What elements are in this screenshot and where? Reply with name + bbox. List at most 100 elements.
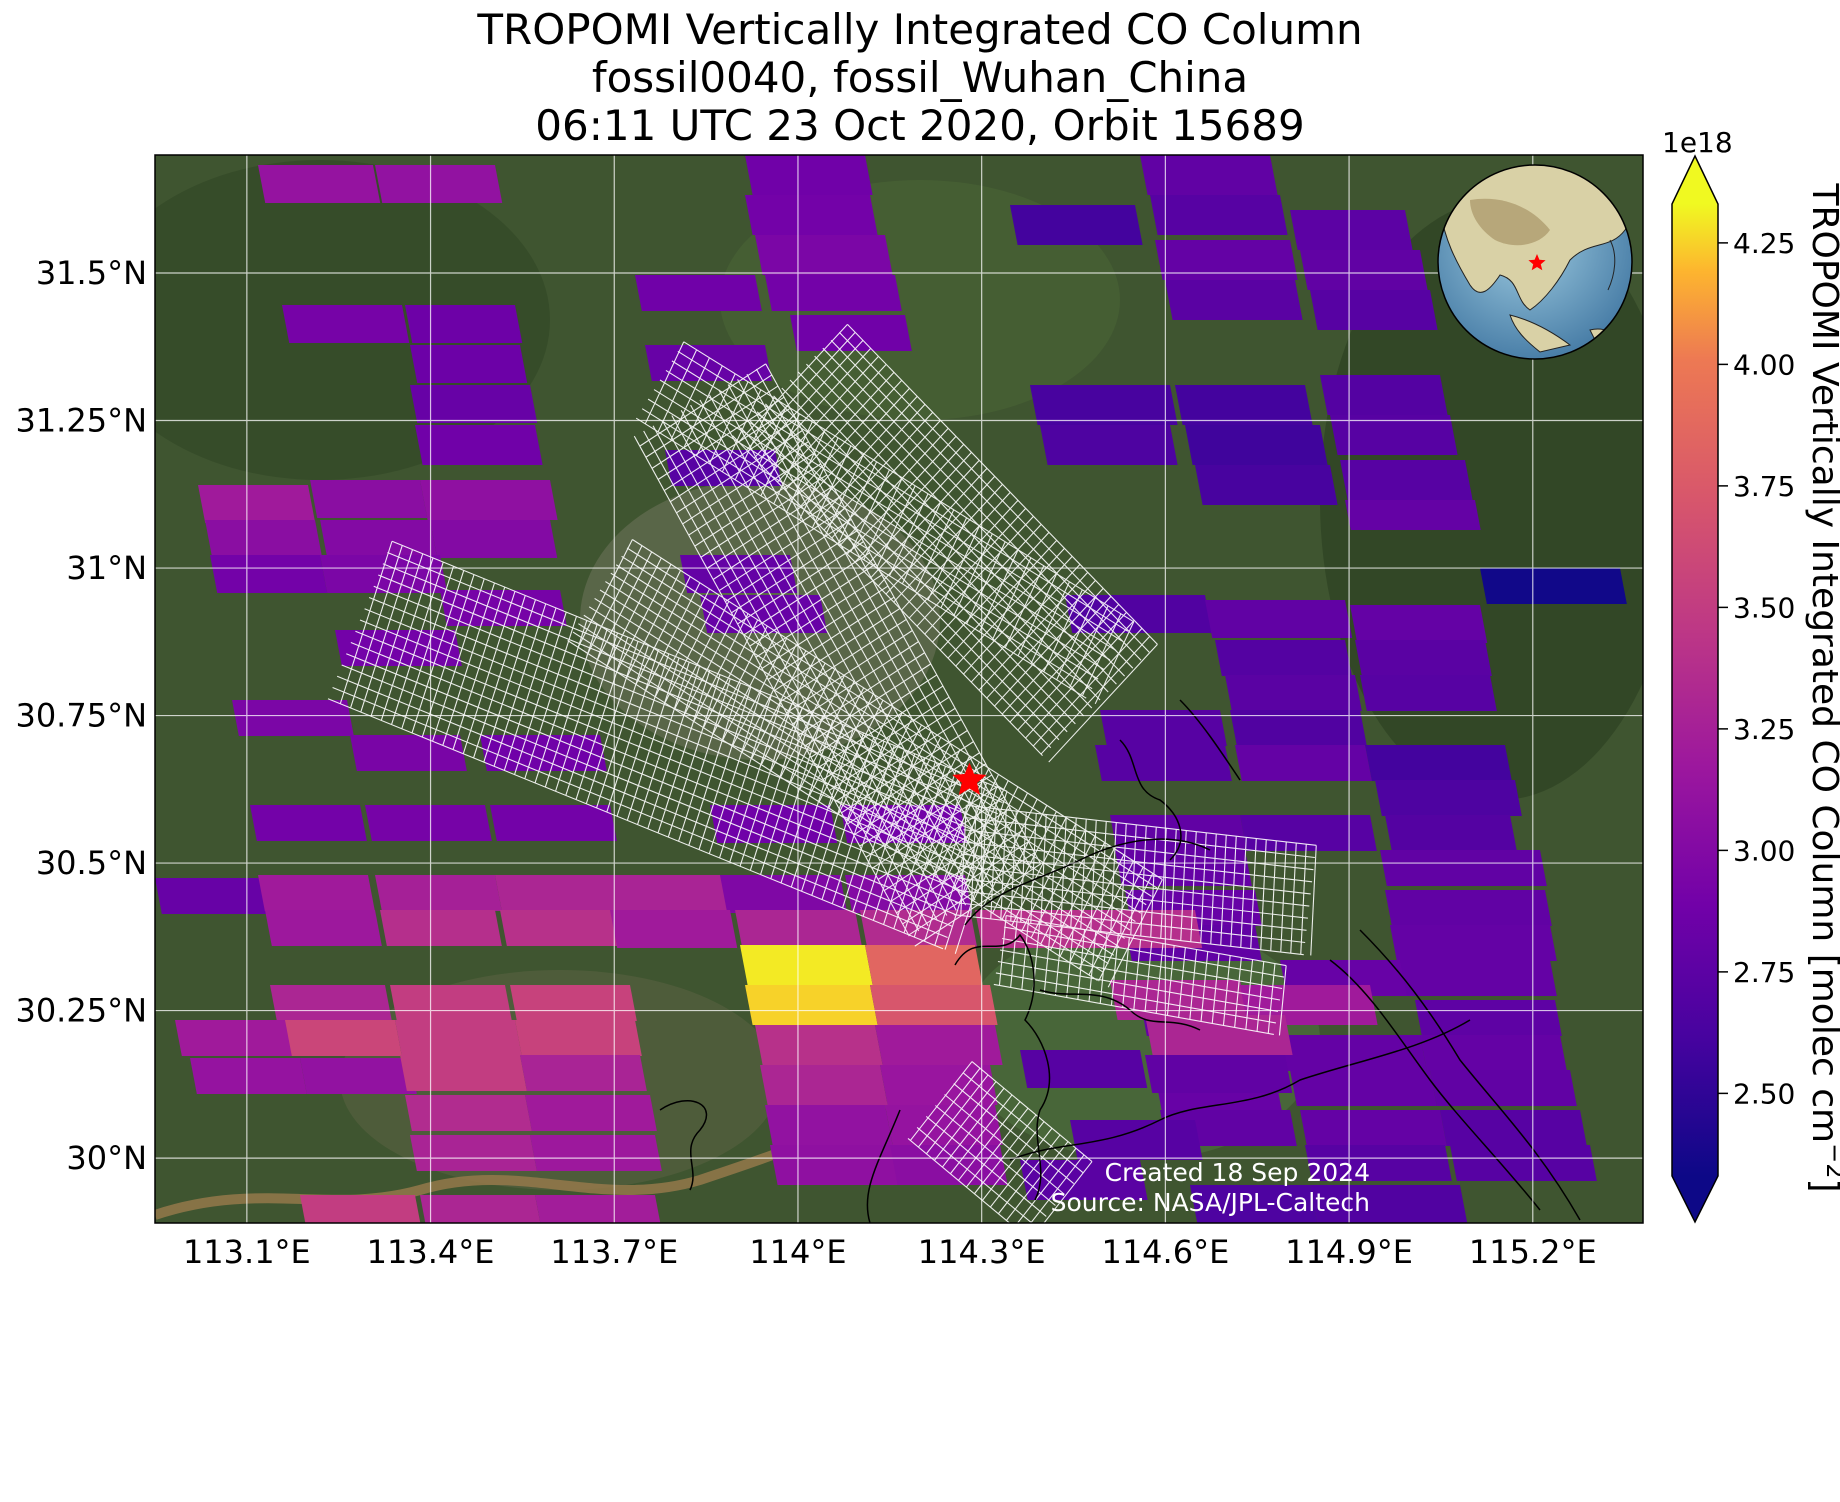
- co-pixel: [700, 595, 828, 633]
- y-tick-label: 30.25°N: [15, 992, 147, 1030]
- co-pixel: [1145, 1055, 1293, 1093]
- co-pixel: [1415, 1000, 1562, 1036]
- co-pixel: [490, 805, 617, 841]
- colorbar: 1e18 2.50 2.75 3.00 3.25 3.50 3.75 4.00 4.25 TR…: [1662, 126, 1840, 1224]
- co-pixel: [770, 1145, 903, 1185]
- co-pixel: [210, 555, 328, 593]
- co-pixel: [175, 1020, 297, 1056]
- co-pixel: [1020, 1160, 1148, 1200]
- co-pixel: [1450, 1145, 1597, 1181]
- co-pixel: [870, 985, 998, 1025]
- co-pixel: [515, 1020, 642, 1056]
- co-pixel: [1380, 850, 1547, 886]
- co-pixel: [1040, 425, 1178, 465]
- co-pixel: [1155, 240, 1298, 280]
- co-pixel: [250, 805, 367, 841]
- co-pixel: [1145, 1015, 1293, 1055]
- co-pixel: [1205, 600, 1353, 638]
- co-pixel: [610, 875, 737, 911]
- co-pixel: [1175, 385, 1313, 425]
- colorbar-outline: [1671, 154, 1719, 1224]
- co-pixel: [350, 735, 467, 771]
- co-pixel: [1100, 710, 1227, 746]
- co-pixel: [795, 1345, 917, 1381]
- co-pixel: [1185, 425, 1328, 465]
- y-tick-label: 31.5°N: [36, 254, 147, 292]
- co-pixel: [480, 735, 607, 771]
- colorbar-label-text: TROPOMI Vertically Integrated CO Column …: [1804, 182, 1840, 1143]
- colorbar-tick-label: 3.25: [1733, 713, 1795, 746]
- colorbar-tick-label: 3.50: [1733, 591, 1795, 624]
- co-pixel: [745, 985, 878, 1025]
- co-pixel: [765, 275, 902, 311]
- colorbar-exponent: 1e18: [1662, 126, 1733, 159]
- x-tick-label: 113.7°E: [550, 1233, 678, 1271]
- co-pixel: [1305, 1145, 1452, 1181]
- co-pixel: [1355, 640, 1492, 676]
- y-tick-label: 30.75°N: [15, 697, 147, 735]
- co-pixel: [1430, 1070, 1577, 1106]
- co-pixel: [510, 985, 637, 1021]
- co-pixel: [300, 1195, 421, 1223]
- co-pixel: [410, 345, 528, 383]
- co-pixel: [1420, 1035, 1567, 1071]
- credit-source: Source: NASA/JPL-Caltech: [1050, 1188, 1370, 1217]
- colorbar-ticks: 2.50 2.75 3.00 3.25 3.50 3.75 4.00 4.25: [1718, 227, 1795, 1110]
- co-pixel: [420, 480, 558, 520]
- co-pixel: [670, 1400, 796, 1430]
- co-pixel: [375, 875, 502, 911]
- co-pixel: [365, 805, 492, 841]
- x-tick-label: 115.2°E: [1469, 1233, 1597, 1271]
- co-pixel: [740, 945, 873, 985]
- co-pixel: [282, 305, 410, 343]
- co-pixel: [1140, 155, 1278, 195]
- co-pixel: [755, 1025, 883, 1065]
- chart-title: TROPOMI Vertically Integrated CO Column …: [0, 6, 1840, 150]
- title-line-2: fossil0040, fossil_Wuhan_China: [591, 53, 1249, 102]
- co-pixel: [500, 910, 627, 946]
- co-pixel: [285, 1020, 402, 1056]
- co-pixel: [1385, 890, 1552, 926]
- co-pixel: [395, 1020, 522, 1056]
- co-pixel: [258, 875, 375, 911]
- co-pixel: [415, 425, 543, 465]
- globe-location-star: [1528, 254, 1546, 271]
- co-pixel: [410, 1135, 537, 1171]
- colorbar-tick-label: 2.75: [1733, 956, 1795, 989]
- co-pixel: [1290, 1070, 1437, 1106]
- co-pixel: [270, 985, 392, 1021]
- co-pixel: [1280, 1035, 1427, 1071]
- y-tick-label: 30.5°N: [36, 844, 147, 882]
- co-pixel: [755, 235, 893, 275]
- co-pixel: [1215, 640, 1352, 676]
- co-pixel: [155, 878, 272, 914]
- y-tick-label: 31°N: [66, 549, 147, 587]
- x-tick-label: 113.4°E: [367, 1233, 495, 1271]
- colorbar-extend-min: [1672, 1176, 1718, 1222]
- co-pixel: [225, 1300, 327, 1336]
- co-pixel: [525, 1095, 657, 1131]
- co-pixel: [1300, 250, 1428, 290]
- co-pixel: [875, 1025, 1003, 1065]
- co-pixel: [735, 910, 863, 948]
- x-axis-tick-labels: 113.1°E 113.4°E 113.7°E 114°E 114.3°E 114.6°E…: [183, 1233, 1597, 1271]
- co-pixel: [445, 1340, 567, 1376]
- co-pixel: [1020, 1050, 1148, 1088]
- co-pixel: [1010, 205, 1143, 245]
- co-pixel: [430, 520, 558, 558]
- co-pixel: [900, 1300, 1017, 1336]
- colorbar-gradient: [1672, 204, 1718, 1176]
- co-pixel: [420, 1195, 541, 1223]
- co-pixel: [205, 520, 323, 558]
- x-tick-label: 114.6°E: [1101, 1233, 1229, 1271]
- co-pixel: [1350, 605, 1488, 643]
- co-pixel: [1165, 280, 1303, 320]
- co-pixel: [1385, 815, 1517, 851]
- co-pixel: [300, 1058, 417, 1094]
- co-pixel: [1235, 745, 1372, 781]
- co-pixel: [1390, 925, 1557, 961]
- co-pixel: [1290, 210, 1413, 250]
- co-pixel: [190, 1058, 307, 1094]
- co-pixel: [885, 1105, 1003, 1145]
